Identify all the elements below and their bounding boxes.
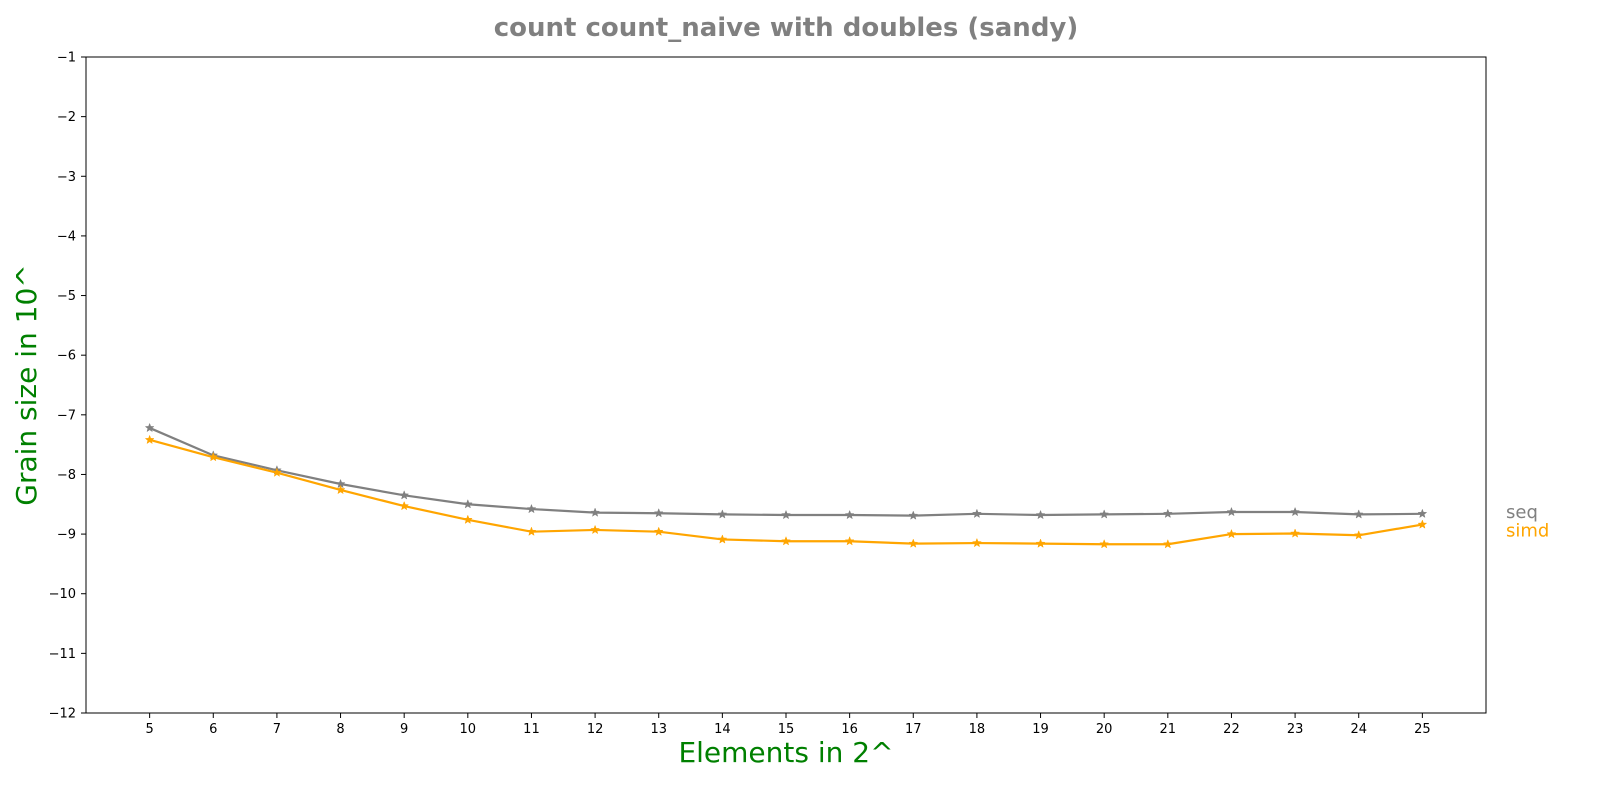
data-point-simd [844,536,855,546]
series-label-seq: seq [1506,502,1538,523]
y-tick-label: −8 [57,468,76,483]
x-tick-label: 23 [1287,722,1304,737]
data-point-seq [781,509,791,520]
data-point-seq [144,422,155,433]
data-point-seq [844,509,855,520]
data-point-simd [1290,528,1301,538]
data-point-seq [1226,506,1237,517]
y-tick-label: −2 [57,110,76,125]
data-point-simd [399,500,410,511]
data-point-simd [717,534,728,544]
x-tick-label: 5 [145,722,153,737]
data-point-seq [653,508,664,518]
y-tick-label: −10 [49,587,76,602]
x-tick-label: 17 [905,722,922,737]
data-point-seq [526,503,537,514]
x-tick-label: 19 [1032,722,1049,737]
y-axis-label: Grain size in 10^ [10,264,43,506]
y-tick-label: −9 [57,528,76,543]
chart-title: count count_naive with doubles (sandy) [494,13,1079,43]
data-point-seq [1417,508,1428,519]
data-point-simd [335,484,346,495]
data-point-simd [144,434,155,445]
x-tick-label: 10 [460,722,477,737]
data-point-simd [653,526,664,536]
x-tick-label: 11 [523,722,540,737]
data-point-simd [462,514,473,524]
x-tick-label: 15 [778,722,795,737]
data-point-simd [1417,519,1428,529]
x-tick-label: 12 [587,722,604,737]
series-layer [144,422,1428,549]
x-tick-label: 18 [969,722,986,737]
data-point-seq [590,507,601,517]
x-tick-label: 9 [400,722,408,737]
x-tick-label: 6 [209,722,217,737]
data-point-seq [971,508,982,519]
data-point-simd [1226,528,1237,539]
x-tick-label: 14 [714,722,731,737]
x-tick-label: 22 [1223,722,1240,737]
data-point-seq [1099,509,1110,519]
y-tick-label: −1 [57,51,76,66]
y-tick-label: −5 [57,289,76,304]
data-point-simd [781,536,791,546]
x-tick-label: 7 [273,722,281,737]
data-point-seq [1035,509,1046,520]
x-tick-label: 24 [1350,722,1367,737]
y-tick-label: −12 [49,707,76,722]
series-line-seq [149,426,1423,517]
data-point-seq [399,490,410,500]
data-point-seq [462,499,473,509]
y-tick-label: −3 [57,170,76,185]
data-point-simd [1099,539,1110,549]
x-tick-label: 8 [336,722,344,737]
x-axis-label: Elements in 2^ [678,736,893,769]
plot-area-frame [85,56,1487,714]
x-axis: 5 6 7 8 9 10 11 12 13 14 15 16 17 18 19 20 21 22 23 24 25 [145,713,1431,737]
x-tick-label: 21 [1160,722,1177,737]
x-tick-label: 16 [841,722,858,737]
x-tick-label: 13 [650,722,667,737]
data-point-simd [208,451,219,462]
x-tick-label: 20 [1096,722,1113,737]
data-point-seq [1290,506,1301,517]
data-point-simd [526,526,537,536]
y-tick-label: −4 [57,229,76,244]
data-point-simd [908,538,919,548]
y-tick-label: −6 [57,349,76,364]
data-point-seq [1162,508,1173,519]
data-point-seq [908,510,919,520]
data-point-simd [271,467,282,477]
data-point-simd [971,537,982,548]
data-point-simd [590,524,601,535]
data-point-seq [717,509,728,519]
y-tick-label: −7 [57,408,76,423]
data-point-simd [1162,539,1173,549]
data-point-simd [1035,538,1046,548]
data-point-simd [1353,530,1364,540]
data-point-seq [1353,509,1364,519]
series-label-simd: simd [1506,521,1549,542]
x-tick-label: 25 [1414,722,1431,737]
y-axis: −1 −2 −3 −4 −5 −6 −7 −8 −9 −10 −11 −12 [49,51,86,722]
y-tick-label: −11 [49,647,76,662]
